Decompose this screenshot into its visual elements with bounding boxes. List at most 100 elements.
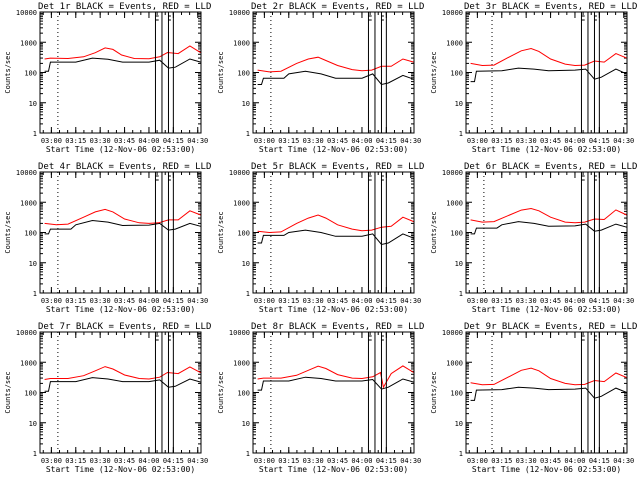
y-tick-label: 10 (242, 420, 250, 428)
interval-box (580, 171, 589, 294)
y-tick-label: 10000 (442, 169, 463, 177)
x-tick-label: 03:30 (516, 137, 537, 145)
y-tick-label: 1 (459, 450, 463, 458)
series-lld-line (44, 45, 201, 60)
x-tick-label: 03:00 (41, 457, 62, 465)
x-tick-label: 03:45 (540, 457, 561, 465)
panel-9: Det 9r BLACK = Events, RED = LLD Counts/s… (430, 322, 637, 474)
y-tick-label: 1000 (446, 39, 463, 47)
x-tick-label: 03:15 (65, 137, 86, 145)
interval-box (154, 171, 163, 294)
x-tick-label: 03:30 (303, 457, 324, 465)
series-lld-line (470, 47, 627, 67)
y-tick-label: 10000 (229, 9, 250, 17)
x-tick-label: 04:15 (163, 137, 184, 145)
y-tick-label: 10 (29, 100, 37, 108)
interval-box (367, 11, 376, 134)
x-tick-label: 04:30 (187, 297, 208, 305)
interval-box (593, 171, 600, 294)
series-events-line (257, 376, 414, 391)
y-tick-label: 1000 (233, 39, 250, 47)
y-tick-label: 100 (24, 70, 37, 78)
y-tick-label: 100 (24, 230, 37, 238)
x-tick-label: 03:00 (254, 297, 275, 305)
y-tick-label: 100 (237, 230, 250, 238)
y-tick-label: 10000 (442, 329, 463, 337)
y-tick-label: 10000 (229, 329, 250, 337)
x-tick-label: 04:30 (187, 457, 208, 465)
y-tick-label: 1000 (233, 359, 250, 367)
x-tick-label: 03:00 (254, 457, 275, 465)
x-tick-label: 04:30 (613, 137, 634, 145)
interval-box (593, 11, 600, 134)
x-tick-label: 03:45 (327, 137, 348, 145)
series-lld-line (470, 367, 627, 386)
series-events-line (44, 377, 201, 392)
plot-frame (465, 171, 628, 294)
y-axis-label: Counts/sec (430, 51, 438, 93)
panel-title: Det 5r BLACK = Events, RED = LLD (251, 162, 424, 172)
y-tick-label: 10000 (16, 169, 37, 177)
y-tick-label: 1 (246, 450, 250, 458)
panel-8: Det 8r BLACK = Events, RED = LLD Counts/s… (217, 322, 424, 474)
panel-1: Det 1r BLACK = Events, RED = LLD Counts/s… (4, 2, 211, 154)
x-tick-label: 04:30 (613, 297, 634, 305)
interval-box (367, 331, 376, 454)
y-axis-label: Counts/sec (4, 211, 12, 253)
plot-frame (252, 331, 415, 454)
x-tick-label: 04:30 (400, 297, 421, 305)
y-axis-label: Counts/sec (217, 51, 225, 93)
y-tick-label: 10000 (442, 9, 463, 17)
series-lld-line (470, 207, 627, 224)
y-tick-label: 1 (246, 130, 250, 138)
y-tick-label: 10 (242, 100, 250, 108)
series-events-line (257, 229, 414, 246)
x-tick-label: 03:30 (90, 457, 111, 465)
x-tick-label: 04:15 (163, 457, 184, 465)
plot-frame (39, 331, 202, 454)
y-tick-label: 1 (459, 290, 463, 298)
y-tick-label: 1000 (20, 39, 37, 47)
series-lld-line (257, 56, 414, 73)
series-lld-line (257, 214, 414, 234)
series-lld-line (44, 208, 201, 226)
x-axis-label: Start Time (12-Nov-06 02:53:00) (46, 465, 195, 474)
x-axis-label: Start Time (12-Nov-06 02:53:00) (46, 305, 195, 314)
y-tick-label: 1000 (446, 359, 463, 367)
y-tick-label: 1000 (233, 199, 250, 207)
x-tick-label: 03:15 (491, 137, 512, 145)
y-tick-label: 1000 (20, 359, 37, 367)
panel-title: Det 8r BLACK = Events, RED = LLD (251, 322, 424, 332)
y-tick-label: 100 (237, 70, 250, 78)
y-tick-label: 10 (29, 260, 37, 268)
x-tick-label: 03:45 (114, 297, 135, 305)
x-tick-label: 03:30 (90, 137, 111, 145)
x-tick-label: 04:30 (400, 137, 421, 145)
plot-frame (39, 11, 202, 134)
x-tick-label: 04:00 (138, 457, 159, 465)
interval-box (167, 331, 174, 454)
x-tick-label: 04:15 (376, 457, 397, 465)
x-tick-label: 04:15 (589, 457, 610, 465)
y-axis-label: Counts/sec (430, 211, 438, 253)
x-tick-label: 04:00 (351, 137, 372, 145)
x-tick-label: 03:30 (303, 297, 324, 305)
x-tick-label: 03:45 (540, 137, 561, 145)
x-axis-label: Start Time (12-Nov-06 02:53:00) (259, 145, 408, 154)
x-tick-label: 03:00 (254, 137, 275, 145)
interval-box (154, 11, 163, 134)
x-tick-label: 03:00 (467, 137, 488, 145)
x-tick-label: 03:00 (41, 297, 62, 305)
plot-frame (465, 331, 628, 454)
x-tick-label: 03:30 (516, 297, 537, 305)
x-tick-label: 03:00 (41, 137, 62, 145)
interval-box (593, 331, 600, 454)
y-tick-label: 10 (242, 260, 250, 268)
interval-box (380, 11, 387, 134)
panel-3: Det 3r BLACK = Events, RED = LLD Counts/s… (430, 2, 637, 154)
series-events-line (44, 219, 201, 235)
x-tick-label: 04:00 (564, 457, 585, 465)
x-tick-label: 04:00 (564, 137, 585, 145)
x-tick-label: 03:15 (491, 457, 512, 465)
